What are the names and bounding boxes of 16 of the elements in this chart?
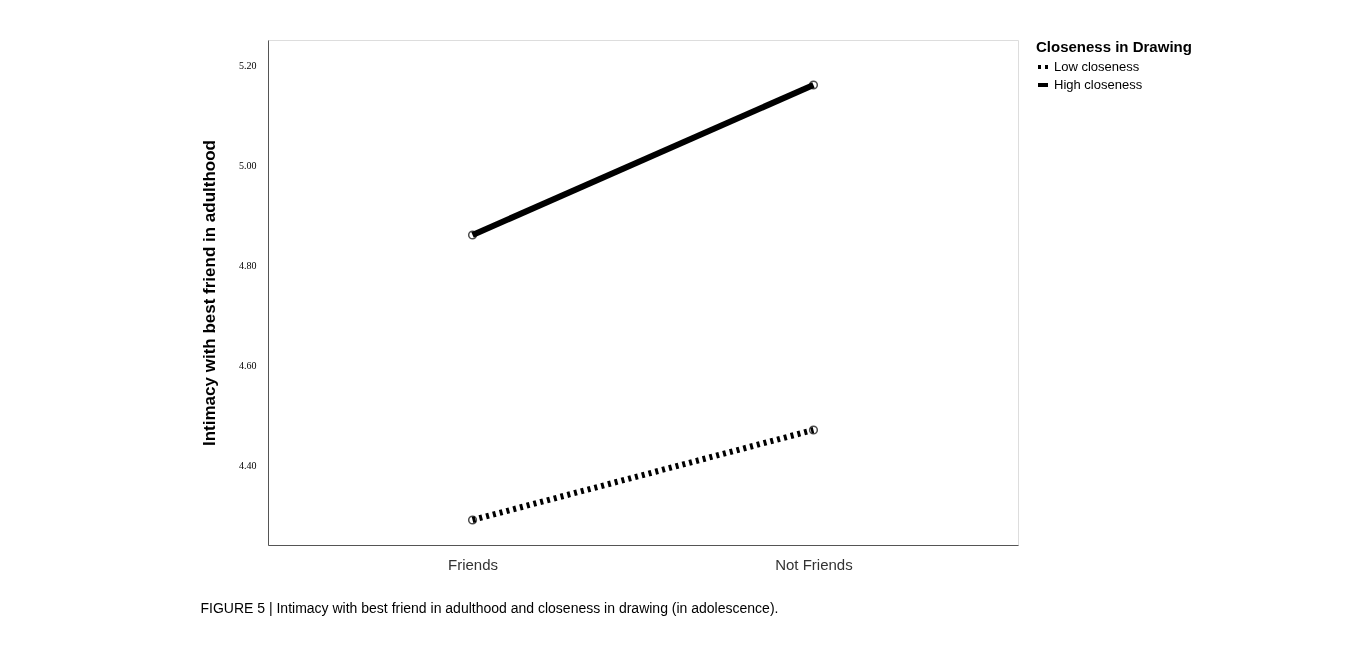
y-tick-label: 4.80 [239,259,257,271]
legend-label: High closeness [1054,77,1143,92]
x-tick-label: Not Friends [775,555,853,573]
caption: FIGURE 5 | Intimacy with best friend in adulthood and closeness in drawing (in adolescence). [200,600,779,616]
y-tick-label: 5.00 [239,159,257,171]
y-tick-label: 4.60 [239,359,257,371]
point [467,515,478,525]
point [808,425,819,435]
y-tick-label: 5.20 [239,59,257,71]
legend-title: Closeness in Drawing [1036,38,1192,55]
y-tick-label: 4.40 [239,459,257,471]
y-axis-title: Intimacy with best friend in adulthood [200,139,219,447]
point [467,230,478,240]
point [808,80,819,90]
legend-label: Low closeness [1054,59,1140,74]
x-tick-label: Friends [448,555,499,573]
